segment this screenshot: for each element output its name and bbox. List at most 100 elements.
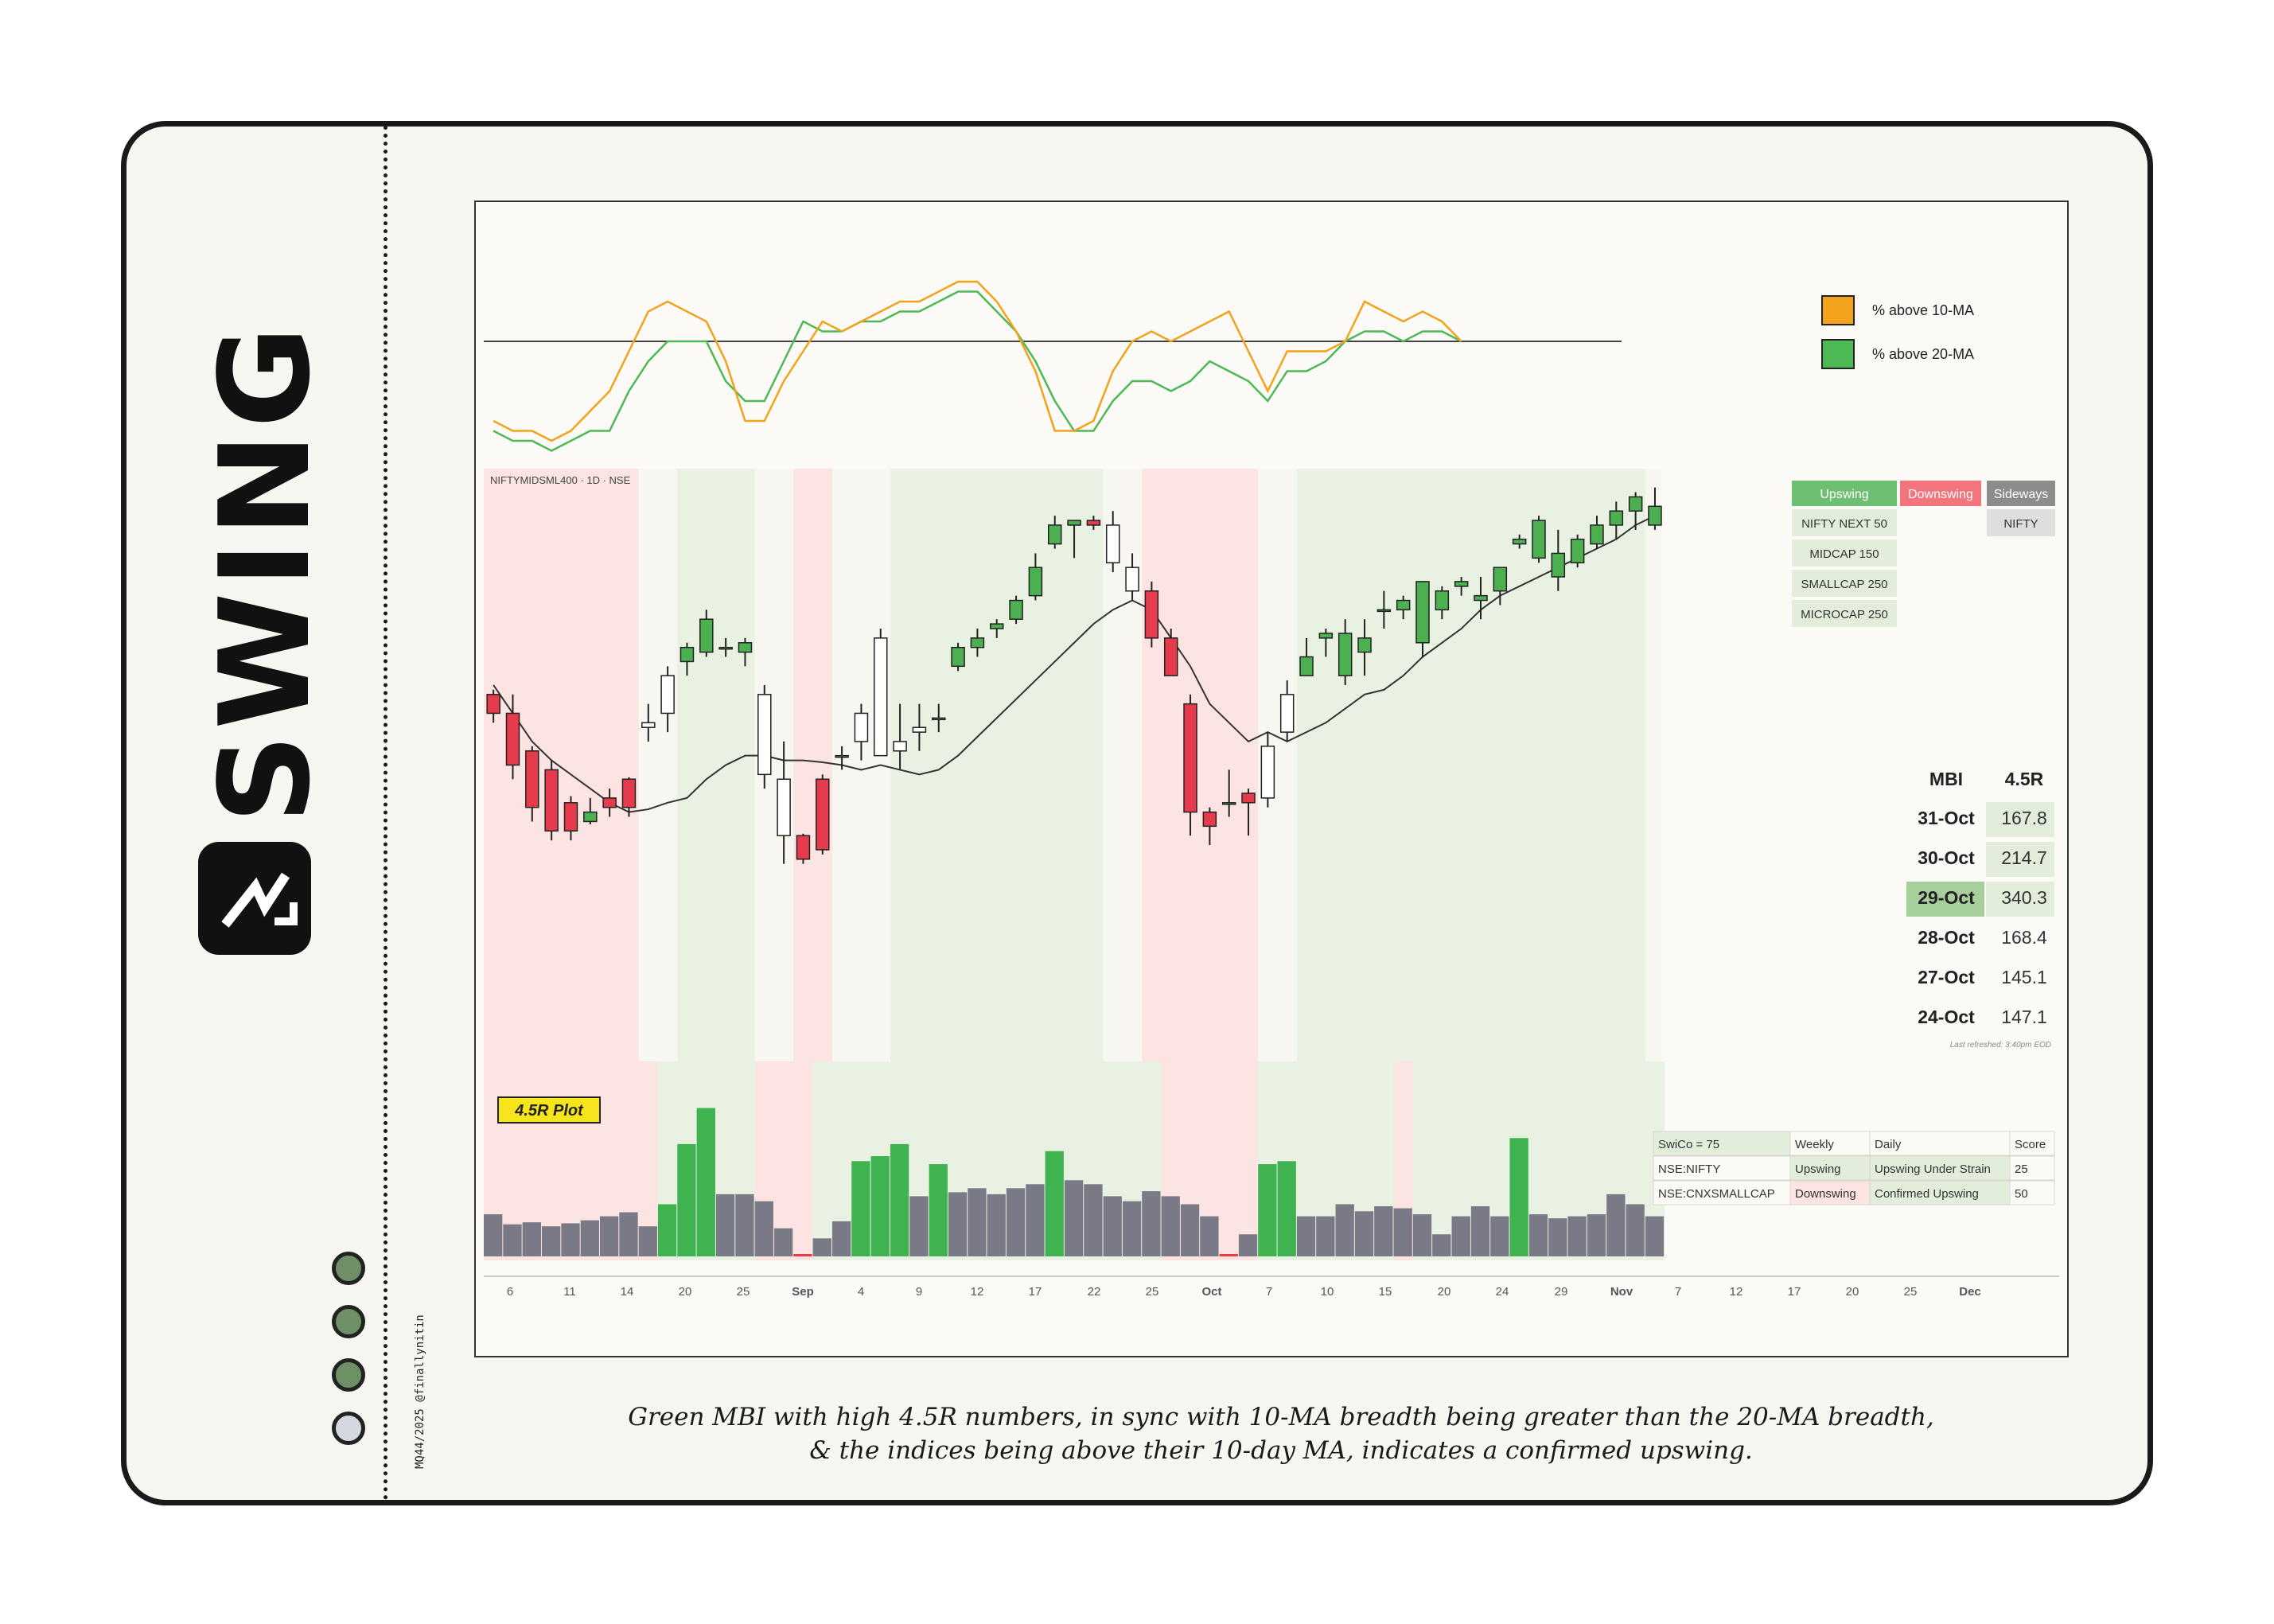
r45-bar xyxy=(1528,1214,1548,1256)
r45-bar xyxy=(851,1161,870,1256)
candle-body xyxy=(1609,510,1624,526)
status-sideways-index: NIFTY xyxy=(2003,517,2038,531)
r45-plot-label: 4.5R Plot xyxy=(514,1102,584,1120)
status-upswing-index: NIFTY NEXT 50 xyxy=(1801,517,1887,531)
mbi-value: 214.7 xyxy=(2001,847,2047,868)
x-tick-label: Nov xyxy=(1610,1285,1633,1299)
candle-body xyxy=(1260,746,1275,799)
r45-bar xyxy=(754,1201,773,1256)
status-cell-upswing xyxy=(1792,600,1897,627)
candle-body xyxy=(486,694,500,715)
x-tick-label: 24 xyxy=(1496,1285,1509,1299)
r45-bar xyxy=(1606,1194,1626,1256)
r45-bar xyxy=(1026,1184,1045,1256)
r45-bar xyxy=(1626,1204,1645,1256)
swico-value: Upswing xyxy=(1795,1163,1841,1176)
x-tick-label: 22 xyxy=(1088,1285,1101,1299)
caption-line-1: Green MBI with high 4.5R numbers, in syn… xyxy=(628,1403,1934,1431)
r45-bar xyxy=(1509,1138,1528,1256)
r45-bar xyxy=(812,1238,831,1256)
x-tick-label: 25 xyxy=(1904,1285,1918,1299)
r45-bar xyxy=(1064,1180,1084,1256)
r45-bar xyxy=(1180,1204,1200,1256)
candle-body xyxy=(835,754,849,758)
r45-bar xyxy=(677,1143,696,1256)
x-tick-label: Sep xyxy=(792,1285,814,1299)
swico-header: Weekly xyxy=(1795,1138,1834,1151)
swico-cell xyxy=(1789,1180,1871,1205)
progress-dot-4 xyxy=(332,1412,365,1445)
swico-cell xyxy=(1653,1155,1791,1181)
candle-body xyxy=(989,623,1004,629)
candle-body xyxy=(1047,524,1062,545)
candle-body xyxy=(1009,599,1023,620)
mbi-value: 340.3 xyxy=(2001,887,2047,908)
candle-body xyxy=(1183,703,1197,813)
mbi-value: 168.4 xyxy=(2001,927,2047,948)
candle-body xyxy=(718,646,733,650)
caption-line-2: & the indices being above their 10-day M… xyxy=(809,1436,1753,1465)
candle-body xyxy=(777,778,791,836)
mbi-value-bg xyxy=(1986,802,2054,837)
candle-body xyxy=(932,717,946,721)
swico-header: SwiCo = 75 xyxy=(1658,1138,1719,1151)
r45-bar xyxy=(793,1254,812,1256)
r45-bar xyxy=(484,1214,503,1256)
mbi-header-date: MBI xyxy=(1929,769,1963,789)
price-ma-line xyxy=(493,515,1656,813)
r45-bar xyxy=(1006,1188,1026,1256)
candle-body xyxy=(699,618,714,653)
candle-body xyxy=(816,778,830,851)
swico-cell xyxy=(2009,1180,2055,1205)
r45-bar xyxy=(1219,1254,1238,1256)
r45-bar xyxy=(1470,1206,1490,1256)
r45-bar xyxy=(1161,1196,1180,1256)
chart-panel: % above 10-MA % above 20-MA NIFTYMIDSML400… xyxy=(474,201,2069,1357)
status-header-sideways xyxy=(1987,481,2055,506)
r45-bar xyxy=(831,1221,851,1256)
candle-body xyxy=(1125,567,1139,592)
r45-bar xyxy=(657,1204,677,1256)
candle-body xyxy=(1551,552,1566,578)
status-header-label: Sideways xyxy=(1994,488,2048,501)
candle-body xyxy=(525,750,539,808)
mbi-date: 29-Oct xyxy=(1918,887,1975,908)
mbi-date: 30-Oct xyxy=(1918,847,1975,868)
candle-body xyxy=(1067,520,1081,526)
dotted-divider xyxy=(384,126,387,1501)
r45-bar xyxy=(1084,1184,1103,1256)
candle-body xyxy=(1241,793,1256,804)
mbi-value-bg xyxy=(1986,842,2054,877)
mbi-value: 147.1 xyxy=(2001,1007,2047,1027)
status-header-upswing xyxy=(1792,481,1897,506)
status-header-label: Upswing xyxy=(1820,488,1868,501)
candle-body xyxy=(1086,520,1101,526)
regime-band-downswing xyxy=(1142,469,1259,1061)
progress-dot-3 xyxy=(332,1358,365,1392)
x-tick-label: 25 xyxy=(1146,1285,1159,1299)
r45-bar xyxy=(503,1224,522,1256)
x-tick-label: 29 xyxy=(1555,1285,1568,1299)
r45-bar xyxy=(968,1188,987,1256)
r45-bar xyxy=(1412,1214,1432,1256)
r45-bar xyxy=(1122,1201,1142,1256)
candle-body xyxy=(1163,637,1178,676)
r45-bar xyxy=(561,1223,580,1256)
candle-body xyxy=(563,802,578,832)
x-tick-label: 7 xyxy=(1675,1285,1681,1299)
candle-body xyxy=(970,637,985,648)
r45-bar xyxy=(948,1192,968,1256)
candle-body xyxy=(1144,590,1159,639)
mbi-footnote: Last refreshed: 3:40pm EOD xyxy=(1950,1041,2051,1050)
swing-title: SWING xyxy=(193,321,337,824)
r45-bar xyxy=(1277,1161,1296,1256)
swico-header: Score xyxy=(2015,1138,2046,1151)
status-header-downswing xyxy=(1900,481,1981,506)
candle-body xyxy=(1493,567,1508,592)
r45-bar xyxy=(1374,1206,1393,1256)
swico-value: 25 xyxy=(2015,1163,2028,1176)
market-chart: % above 10-MA % above 20-MA NIFTYMIDSML400… xyxy=(484,280,2059,1299)
swico-cell xyxy=(1789,1131,1871,1156)
swico-value: NSE:CNXSMALLCAP xyxy=(1658,1187,1775,1201)
status-upswing-index: SMALLCAP 250 xyxy=(1801,578,1888,591)
